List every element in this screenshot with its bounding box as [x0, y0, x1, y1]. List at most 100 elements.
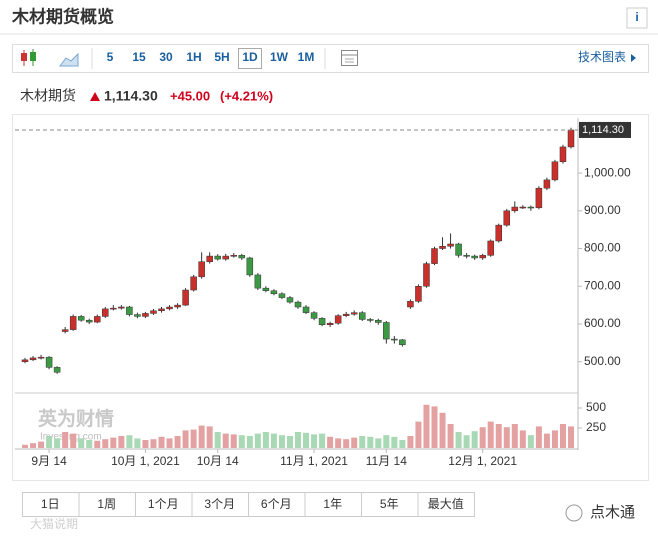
- candle-body: [431, 248, 438, 264]
- info-button[interactable]: [626, 7, 648, 29]
- volume-bar: [519, 430, 526, 448]
- y-tick-label: 900.00: [584, 203, 621, 217]
- interval-button[interactable]: 30: [159, 50, 173, 64]
- y-tick-label: 500.00: [584, 354, 621, 368]
- interval-button[interactable]: 1M: [298, 50, 315, 64]
- candle-body: [77, 316, 85, 321]
- candle-body: [270, 290, 278, 295]
- range-button[interactable]: [78, 492, 136, 517]
- candle-body: [471, 255, 478, 259]
- volume-bar: [198, 425, 205, 448]
- candle-body: [254, 274, 262, 289]
- volume-bar: [118, 436, 125, 448]
- candle-body: [367, 319, 374, 321]
- candle-body: [567, 129, 575, 148]
- volume-bar: [78, 438, 85, 448]
- volume-bar: [62, 432, 69, 448]
- volume-bar: [335, 438, 342, 448]
- candle-body: [535, 187, 543, 209]
- volume-bar: [415, 421, 422, 448]
- volume-bar: [295, 432, 301, 448]
- x-tick-label: 10月 14: [197, 454, 239, 468]
- candle-body: [423, 263, 430, 287]
- volume-bar: [407, 436, 414, 448]
- candle-body: [262, 287, 270, 292]
- candle-body: [222, 255, 229, 260]
- title: 木材期货概览: [11, 6, 114, 26]
- x-tick-label: 10月 1, 2021: [111, 454, 180, 468]
- volume-bar: [286, 436, 293, 448]
- x-tick-label: 11月 1, 2021: [280, 454, 348, 468]
- interval-button[interactable]: 15: [132, 50, 146, 64]
- x-tick-label: 12月 1, 2021: [448, 454, 517, 468]
- candle-body: [551, 161, 559, 181]
- last-price-label: 1,114.30: [582, 124, 624, 136]
- interval-button[interactable]: 1H: [186, 50, 201, 64]
- tech-chart-link[interactable]: 技术图表: [578, 50, 626, 64]
- candle-body: [511, 206, 519, 212]
- volume-bar: [54, 438, 61, 448]
- candle-body: [463, 255, 470, 257]
- candle-body: [350, 312, 358, 315]
- x-tick-label: 9月 14: [31, 454, 67, 468]
- volume-bar: [383, 435, 390, 448]
- volume-bar: [303, 432, 310, 448]
- candle-body: [286, 297, 294, 303]
- range-label: 最大值: [428, 496, 464, 511]
- candle-body: [110, 307, 117, 310]
- volume-bar: [367, 436, 374, 448]
- interval-button[interactable]: 5: [107, 50, 114, 64]
- volume-bar: [190, 429, 197, 448]
- volume-bar: [30, 443, 37, 448]
- candle-body: [118, 306, 125, 309]
- last-price-box: [579, 121, 631, 138]
- area-icon[interactable]: [59, 52, 79, 67]
- volume-bar: [327, 436, 334, 448]
- candle-body: [45, 356, 53, 368]
- range-label: 1周: [97, 497, 116, 511]
- volume-bar: [447, 424, 454, 448]
- volume-bar: [94, 440, 101, 448]
- layout-icon[interactable]: [341, 50, 358, 66]
- volume-bar: [343, 439, 350, 448]
- interval-selected: [238, 48, 262, 69]
- candle-body: [559, 146, 567, 163]
- volume-bar: [174, 436, 181, 448]
- range-button[interactable]: [304, 492, 362, 517]
- link-arrow: [631, 54, 636, 62]
- candle-body: [439, 246, 446, 249]
- candle-body: [214, 255, 221, 260]
- interval-button[interactable]: 1W: [270, 50, 289, 64]
- candle-body: [69, 316, 77, 330]
- brand-watermark: 英为财情: [38, 407, 114, 430]
- range-label: 1年: [323, 497, 342, 511]
- volume-bar: [182, 430, 189, 448]
- volume-bar: [222, 433, 229, 448]
- volume-bar: [551, 430, 558, 448]
- volume-bar: [423, 404, 430, 448]
- interval-button[interactable]: 1D: [242, 50, 258, 64]
- candle-body: [479, 255, 486, 259]
- candle-body: [318, 318, 326, 325]
- volume-bar: [543, 433, 550, 448]
- volume-bar: [375, 438, 382, 448]
- volume-tick-label: 500: [586, 400, 606, 414]
- candle-body: [302, 306, 310, 313]
- interval-button[interactable]: 5H: [214, 50, 229, 64]
- volume-bar: [22, 444, 28, 448]
- range-label: 1个月: [148, 497, 179, 511]
- volume-bar: [479, 427, 486, 448]
- candle-body: [142, 313, 149, 317]
- range-button[interactable]: [417, 492, 475, 517]
- candle-body: [455, 243, 462, 256]
- candle-body: [150, 310, 157, 314]
- range-button[interactable]: [191, 492, 249, 517]
- candle-body: [487, 240, 494, 256]
- candle-icon[interactable]: [21, 49, 36, 66]
- volume-bar: [559, 424, 566, 448]
- candle-body: [198, 261, 205, 278]
- candle-body: [246, 257, 254, 276]
- candle-body: [190, 276, 197, 291]
- candle-body: [391, 338, 398, 341]
- volume-bar: [246, 436, 253, 448]
